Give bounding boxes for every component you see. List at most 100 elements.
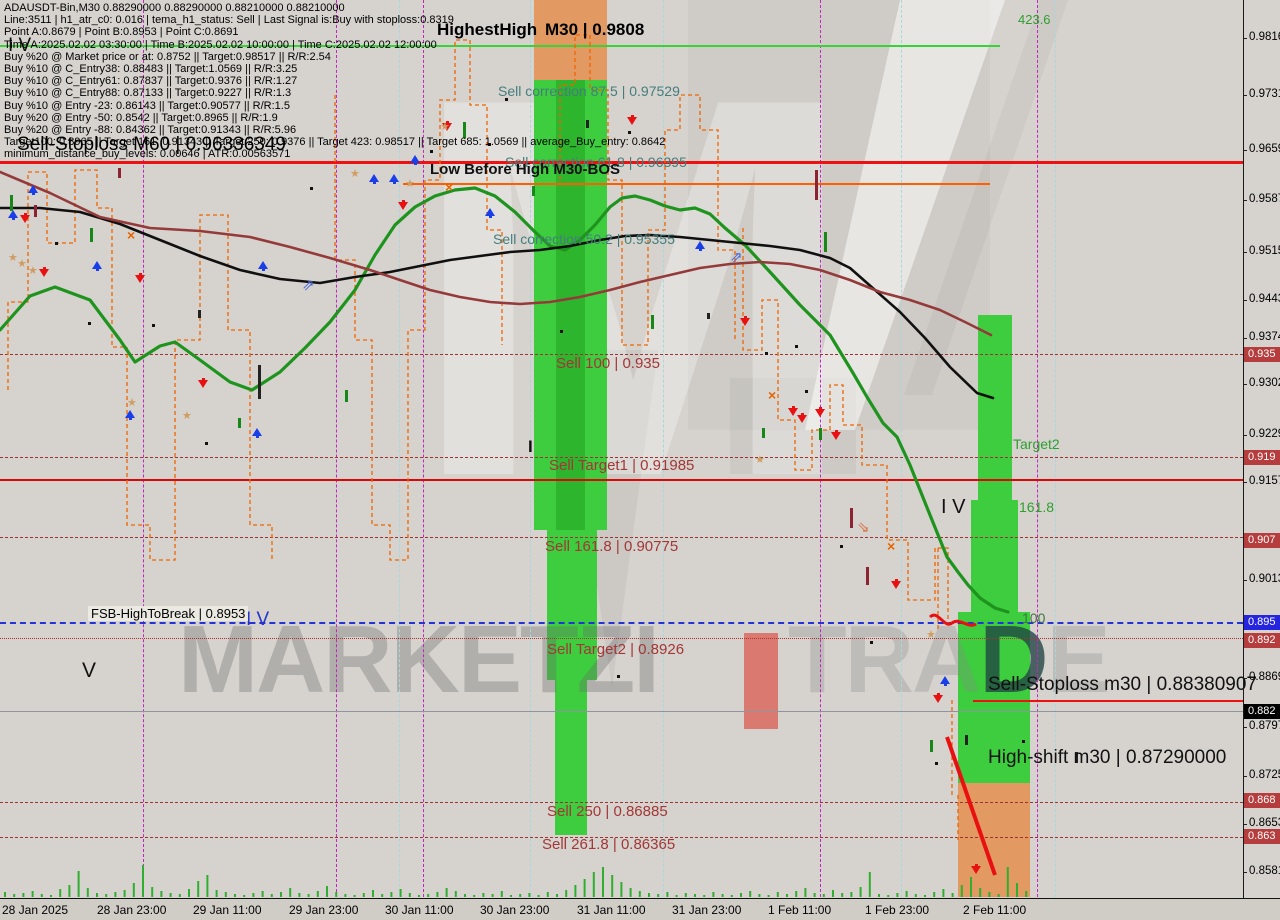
info-line: Buy %10 @ C_Entry88: 0.87133 || Target:0… (4, 87, 292, 100)
fsb-high-to-break-line[interactable] (0, 622, 1243, 624)
price-badge-red: 0.868 (1244, 793, 1280, 808)
current-price-line[interactable] (0, 711, 1243, 712)
chart-annotation: Sell Target2 | 0.8926 (547, 641, 685, 658)
price-tick-label: 0.9731 (1249, 88, 1280, 100)
grid-vline-magenta (1037, 0, 1038, 897)
chart-annotation: Sell 161.8 | 0.90775 (545, 538, 679, 555)
chart-annotation: I V (941, 496, 966, 518)
highest-high-label: HighestHigh (437, 20, 538, 39)
sell-stoploss-m60-label: Sell-Stoploss M60 | 0.96336349 (17, 134, 286, 155)
price-tick-label: 0.9157 (1249, 475, 1280, 487)
price-tick-mark (1243, 435, 1247, 436)
chart-annotation: Sell 261.8 | 0.86365 (542, 836, 676, 853)
star-icon: ★ (926, 629, 936, 641)
time-axis[interactable]: 28 Jan 2025 28 Jan 23:00 29 Jan 11:00 29 Ja… (0, 898, 1280, 920)
time-label: 28 Jan 23:00 (97, 903, 167, 917)
price-tick-mark (1243, 300, 1247, 301)
chart-annotation: 423.6 (1018, 12, 1051, 27)
chart-annotation: Sell-Stoploss m30 | 0.88380907 (988, 674, 1257, 695)
info-line: Buy %20 @ Entry -88: 0.84362 || Target:0… (4, 124, 297, 137)
info-line: Buy %10 @ C_Entry61: 0.87837 || Target:0… (4, 75, 298, 88)
info-line: Point A:0.8679 | Point B:0.8953 | Point … (4, 26, 239, 39)
price-tick-mark (1243, 482, 1247, 483)
price-tick-mark (1243, 727, 1247, 728)
price-tick-mark (1243, 150, 1247, 151)
dot-mark (1022, 740, 1025, 743)
chart-annotation: Sell 250 | 0.86885 (547, 803, 668, 820)
info-line: Buy %20 @ Entry -50: 0.8542 || Target:0.… (4, 111, 278, 124)
time-label: 1 Feb 23:00 (865, 903, 930, 917)
price-tick-mark (1243, 580, 1247, 581)
time-label: 1 Feb 11:00 (768, 903, 832, 917)
price-tick-mark (1243, 872, 1247, 873)
green-zone-center-low (555, 680, 587, 835)
price-badge-red: 0.935 (1244, 347, 1280, 362)
info-line: Target100: 0.8965 || Target 161: 0.91343… (4, 136, 666, 149)
price-tick-mark (1243, 252, 1247, 253)
info-line: Line:3511 | h1_atr_c0: 0.016 | tema_h1_s… (4, 14, 454, 27)
price-tick-label: 0.8653 (1249, 817, 1280, 829)
price-tick-label: 0.9587 (1249, 193, 1280, 205)
price-badge-red: 0.892 (1244, 633, 1280, 648)
chart-annotation: I V (8, 35, 32, 56)
chart-annotation: I (528, 437, 533, 456)
price-badge-red: 0.919 (1244, 450, 1280, 465)
time-label: 28 Jan 2025 (2, 903, 69, 917)
chart-annotation: High-shift m30 | 0.87290000 (988, 747, 1227, 768)
price-badge-black: 0.882 (1244, 704, 1280, 719)
chart-annotation: 100 (1022, 610, 1046, 626)
price-tick-label: 0.9302 (1249, 377, 1280, 389)
sell-target2-line[interactable] (0, 638, 1243, 639)
info-line: Buy %10 @ C_Entry38: 0.88483 || Target:1… (4, 63, 298, 76)
chart-annotation: Sell Target1 | 0.91985 (549, 457, 695, 474)
grid-vline-cyan (1055, 0, 1056, 897)
price-tick-label: 0.8797 (1249, 720, 1280, 732)
price-tick-label: 0.9515 (1249, 245, 1280, 257)
watermark-red-bar (744, 633, 778, 729)
watermark-marketzi: MARKETZI (178, 606, 660, 713)
price-tick-mark (1243, 95, 1247, 96)
sell-250-line[interactable] (0, 802, 1243, 803)
price-tick-mark (1243, 200, 1247, 201)
highest-high-value-label: M30 | 0.9808 (545, 20, 645, 39)
price-tick-label: 0.8869 (1249, 671, 1280, 683)
info-panel: ADAUSDT-Bin,M30 0.88290000 0.88290000 0.… (4, 2, 665, 161)
chart-annotation: Target2 (1013, 436, 1060, 452)
chart-annotation: 161.8 (1019, 499, 1055, 515)
price-tick-mark (1243, 678, 1247, 679)
price-tick-label: 0.9443 (1249, 293, 1280, 305)
time-label: 31 Jan 23:00 (672, 903, 742, 917)
price-tick-label: 0.8581 (1249, 865, 1280, 877)
chart-annotation: Low Before High M30-BOS (430, 161, 621, 178)
info-line: Buy %10 @ Entry -23: 0.86143 || Target:0… (4, 99, 290, 112)
fsb-high-to-break-label: FSB-HighToBreak | 0.8953 (88, 606, 249, 621)
price-tick-mark (1243, 776, 1247, 777)
price-tick-label: 0.8725 (1249, 769, 1280, 781)
price-tick-mark (1243, 824, 1247, 825)
price-badge-red: 0.863 (1244, 829, 1280, 844)
price-tick-label: 0.9659 (1249, 143, 1280, 155)
dot-mark (870, 641, 873, 644)
price-tick-label: 0.9229 (1249, 428, 1280, 440)
price-tick-label: 0.9816 (1249, 31, 1280, 43)
chart-annotation: I V (246, 609, 270, 630)
chart-annotation: Sell 100 | 0.935 (556, 355, 660, 372)
sell-261-line[interactable] (0, 837, 1243, 838)
price-tick-mark (1243, 338, 1247, 339)
time-label: 29 Jan 11:00 (193, 903, 262, 917)
dot-mark (617, 675, 620, 678)
price-tick-mark (1243, 38, 1247, 39)
info-line: Buy %20 @ Market price or at: 0.8752 || … (4, 50, 331, 63)
chart-annotation: V (82, 659, 97, 682)
price-axis[interactable]: 0.9816 0.9731 0.9659 0.9587 0.9515 0.9443 0.93… (1243, 0, 1280, 898)
price-tick-label: 0.9013 (1249, 573, 1280, 585)
dot-mark (935, 762, 938, 765)
chart-annotation: Sell correction 50.2 | 0.95355 (493, 231, 675, 247)
time-label: 30 Jan 23:00 (480, 903, 550, 917)
time-label: 2 Feb 11:00 (963, 903, 1027, 917)
info-line: minimum_distance_buy_levels: 0.00646 | A… (4, 148, 291, 161)
candle-tick (930, 740, 933, 752)
stoploss-m30-line[interactable] (973, 700, 1243, 702)
price-tick-mark (1243, 384, 1247, 385)
